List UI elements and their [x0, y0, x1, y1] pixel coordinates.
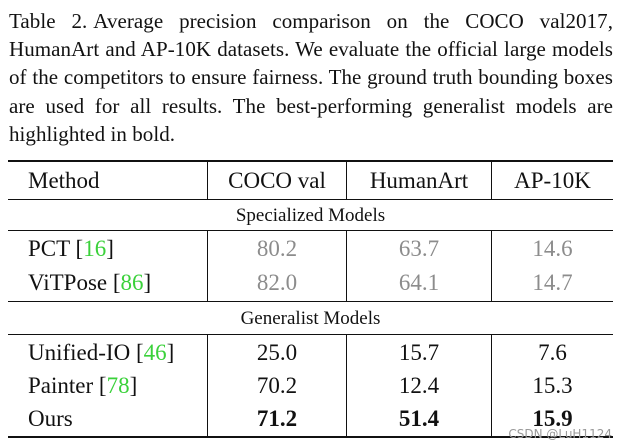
citation-link[interactable]: 46 [143, 340, 167, 365]
column-separator-3 [491, 161, 492, 200]
column-separator-2 [346, 230, 347, 302]
table-cell-coco: 82.0 [256, 270, 298, 295]
header-humanart: HumanArt [369, 168, 469, 193]
method-name: Unified-IO [28, 340, 131, 365]
method-name: ViTPose [28, 270, 108, 295]
header-rule [8, 199, 613, 200]
caption-text: Average precision comparison on the COCO… [9, 9, 613, 146]
table-row-method: Ours [28, 406, 73, 431]
section-title-generalist: Generalist Models [240, 308, 381, 329]
column-separator-2 [346, 161, 347, 200]
column-separator-1 [207, 230, 208, 302]
top-rule [8, 160, 613, 162]
watermark-text: CSDN @LuH1124 [508, 427, 612, 441]
section-title-specialized: Specialized Models [235, 205, 386, 226]
header-coco-val: COCO val [228, 168, 326, 193]
table-cell-coco: 80.2 [256, 236, 298, 261]
table-cell-humanart: 63.7 [398, 236, 440, 261]
header-ap10k: AP-10K [514, 168, 591, 193]
column-separator-1 [207, 161, 208, 200]
generalist-section-rule [8, 334, 613, 335]
method-name: PCT [28, 236, 70, 261]
table-cell-ap10k: 14.6 [532, 236, 573, 261]
table-row-method: ViTPose [86] [28, 270, 152, 295]
table-cell-ap10k: 7.6 [538, 340, 567, 365]
specialized-section-rule [8, 230, 613, 231]
table-cell-humanart: 15.7 [398, 340, 440, 365]
table-row-method: Painter [78] [28, 373, 138, 398]
citation-link[interactable]: 16 [83, 236, 107, 261]
table-row-method: Unified-IO [46] [28, 340, 175, 365]
column-separator-3 [491, 230, 492, 302]
header-method: Method [28, 168, 100, 193]
table-caption: Table 2. Average precision comparison on … [9, 7, 613, 148]
table-cell-humanart: 51.4 [398, 406, 440, 431]
column-separator-3 [491, 334, 492, 437]
table-cell-coco: 71.2 [256, 406, 298, 431]
table-cell-coco: 70.2 [256, 373, 298, 398]
bottom-rule [8, 436, 613, 438]
table-cell-humanart: 12.4 [398, 373, 440, 398]
column-separator-1 [207, 334, 208, 437]
table-row-method: PCT [16] [28, 236, 114, 261]
table-cell-ap10k: 15.3 [532, 373, 573, 398]
citation-link[interactable]: 78 [106, 373, 130, 398]
table-cell-ap10k: 14.7 [532, 270, 573, 295]
column-separator-2 [346, 334, 347, 437]
table-cell-ap10k: 15.9 [532, 406, 573, 431]
table-cell-humanart: 64.1 [398, 270, 440, 295]
section-divider-rule [8, 301, 613, 302]
citation-link[interactable]: 86 [120, 270, 144, 295]
method-name: Painter [28, 373, 94, 398]
table-cell-coco: 25.0 [256, 340, 298, 365]
caption-label: Table 2. [9, 9, 88, 33]
